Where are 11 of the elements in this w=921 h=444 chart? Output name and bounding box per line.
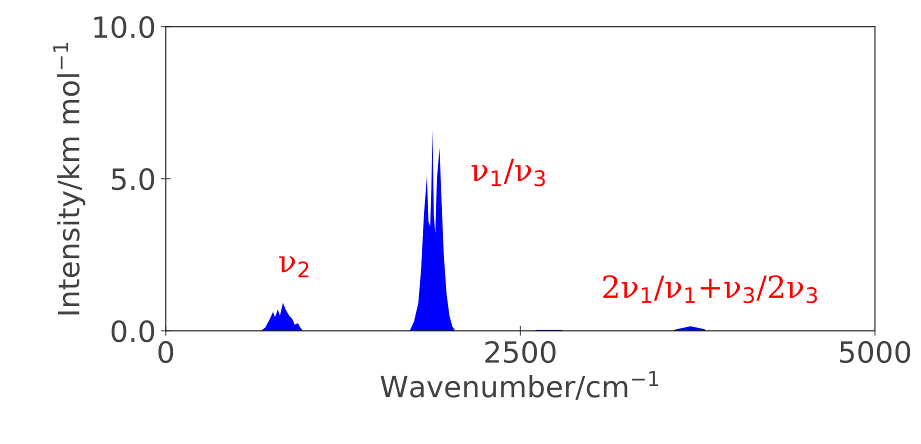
annotation: 2ν$_{1}$/ν$_{1}$+ν$_{3}$/2ν$_{3}$ <box>603 275 817 304</box>
y-axis-title: Intensity/km mol$^{−1}$ <box>53 43 86 314</box>
annotation: ν$_{1}$/ν$_{3}$ <box>472 158 545 186</box>
x-axis-title: Wavenumber/cm$^{−1}$ <box>380 371 658 400</box>
x-tick-label: 0 <box>158 341 174 364</box>
y-tick-label: 0.0 <box>112 320 154 342</box>
x-tick-label: 5000 <box>840 341 910 364</box>
x-tick-label: 2500 <box>485 341 556 364</box>
y-tick-label: 5.0 <box>112 168 154 190</box>
y-tick-label: 10.0 <box>94 16 154 38</box>
annotation: ν$_{2}$ <box>279 256 308 278</box>
